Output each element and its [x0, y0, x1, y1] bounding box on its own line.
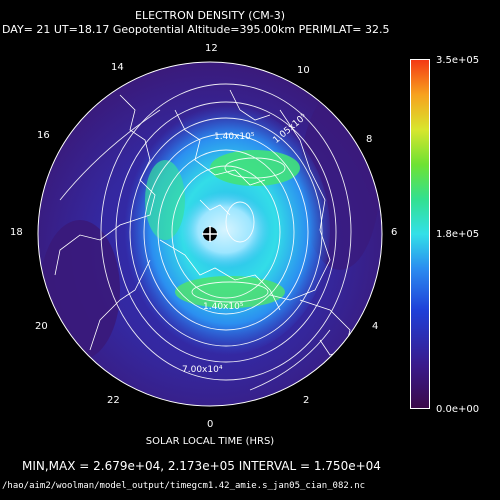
hour-label-22: 22 [107, 395, 120, 406]
colorbar-mid-label: 1.8e+05 [436, 229, 480, 240]
contour-label: 7.00x10⁴ [182, 365, 223, 375]
low-density-region [40, 220, 120, 360]
colorbar-max-label: 3.5e+05 [436, 55, 480, 66]
high-density-patch [210, 150, 300, 186]
hour-label-16: 16 [37, 130, 50, 141]
contour-lines [59, 83, 352, 391]
hour-label-6: 6 [391, 227, 398, 238]
stats-line: MIN,MAX = 2.679e+04, 2.173e+05 INTERVAL … [22, 459, 381, 473]
hour-label-10: 10 [297, 65, 310, 76]
hour-label-12: 12 [205, 43, 218, 54]
x-axis-label: SOLAR LOCAL TIME (HRS) [145, 436, 275, 447]
file-path: /hao/aim2/woolman/model_output/timegcm1.… [2, 481, 366, 491]
geographic-pole-marker [202, 226, 218, 242]
hour-label-20: 20 [35, 321, 48, 332]
map-border [37, 61, 383, 407]
high-density-patch [175, 276, 285, 308]
hour-label-2: 2 [303, 395, 310, 406]
plot-title: ELECTRON DENSITY (CM-3) [135, 9, 285, 22]
contour-label: 1.40x10⁵ [214, 132, 255, 142]
polar-cap-center [180, 192, 270, 268]
hour-label-4: 4 [372, 321, 379, 332]
hour-label-0: 0 [207, 419, 214, 430]
contour-label: 1.40x10⁵ [203, 302, 244, 312]
plot-subtitle: DAY= 21 UT=18.17 Geopotential Altitude=3… [2, 23, 390, 36]
hour-label-8: 8 [366, 134, 373, 145]
colorbar-min-label: 0.0e+00 [436, 404, 480, 415]
hour-label-18: 18 [10, 227, 23, 238]
hour-label-14: 14 [111, 62, 124, 73]
high-density-patch [145, 160, 185, 240]
coastlines [54, 89, 351, 356]
colorbar [410, 59, 430, 409]
